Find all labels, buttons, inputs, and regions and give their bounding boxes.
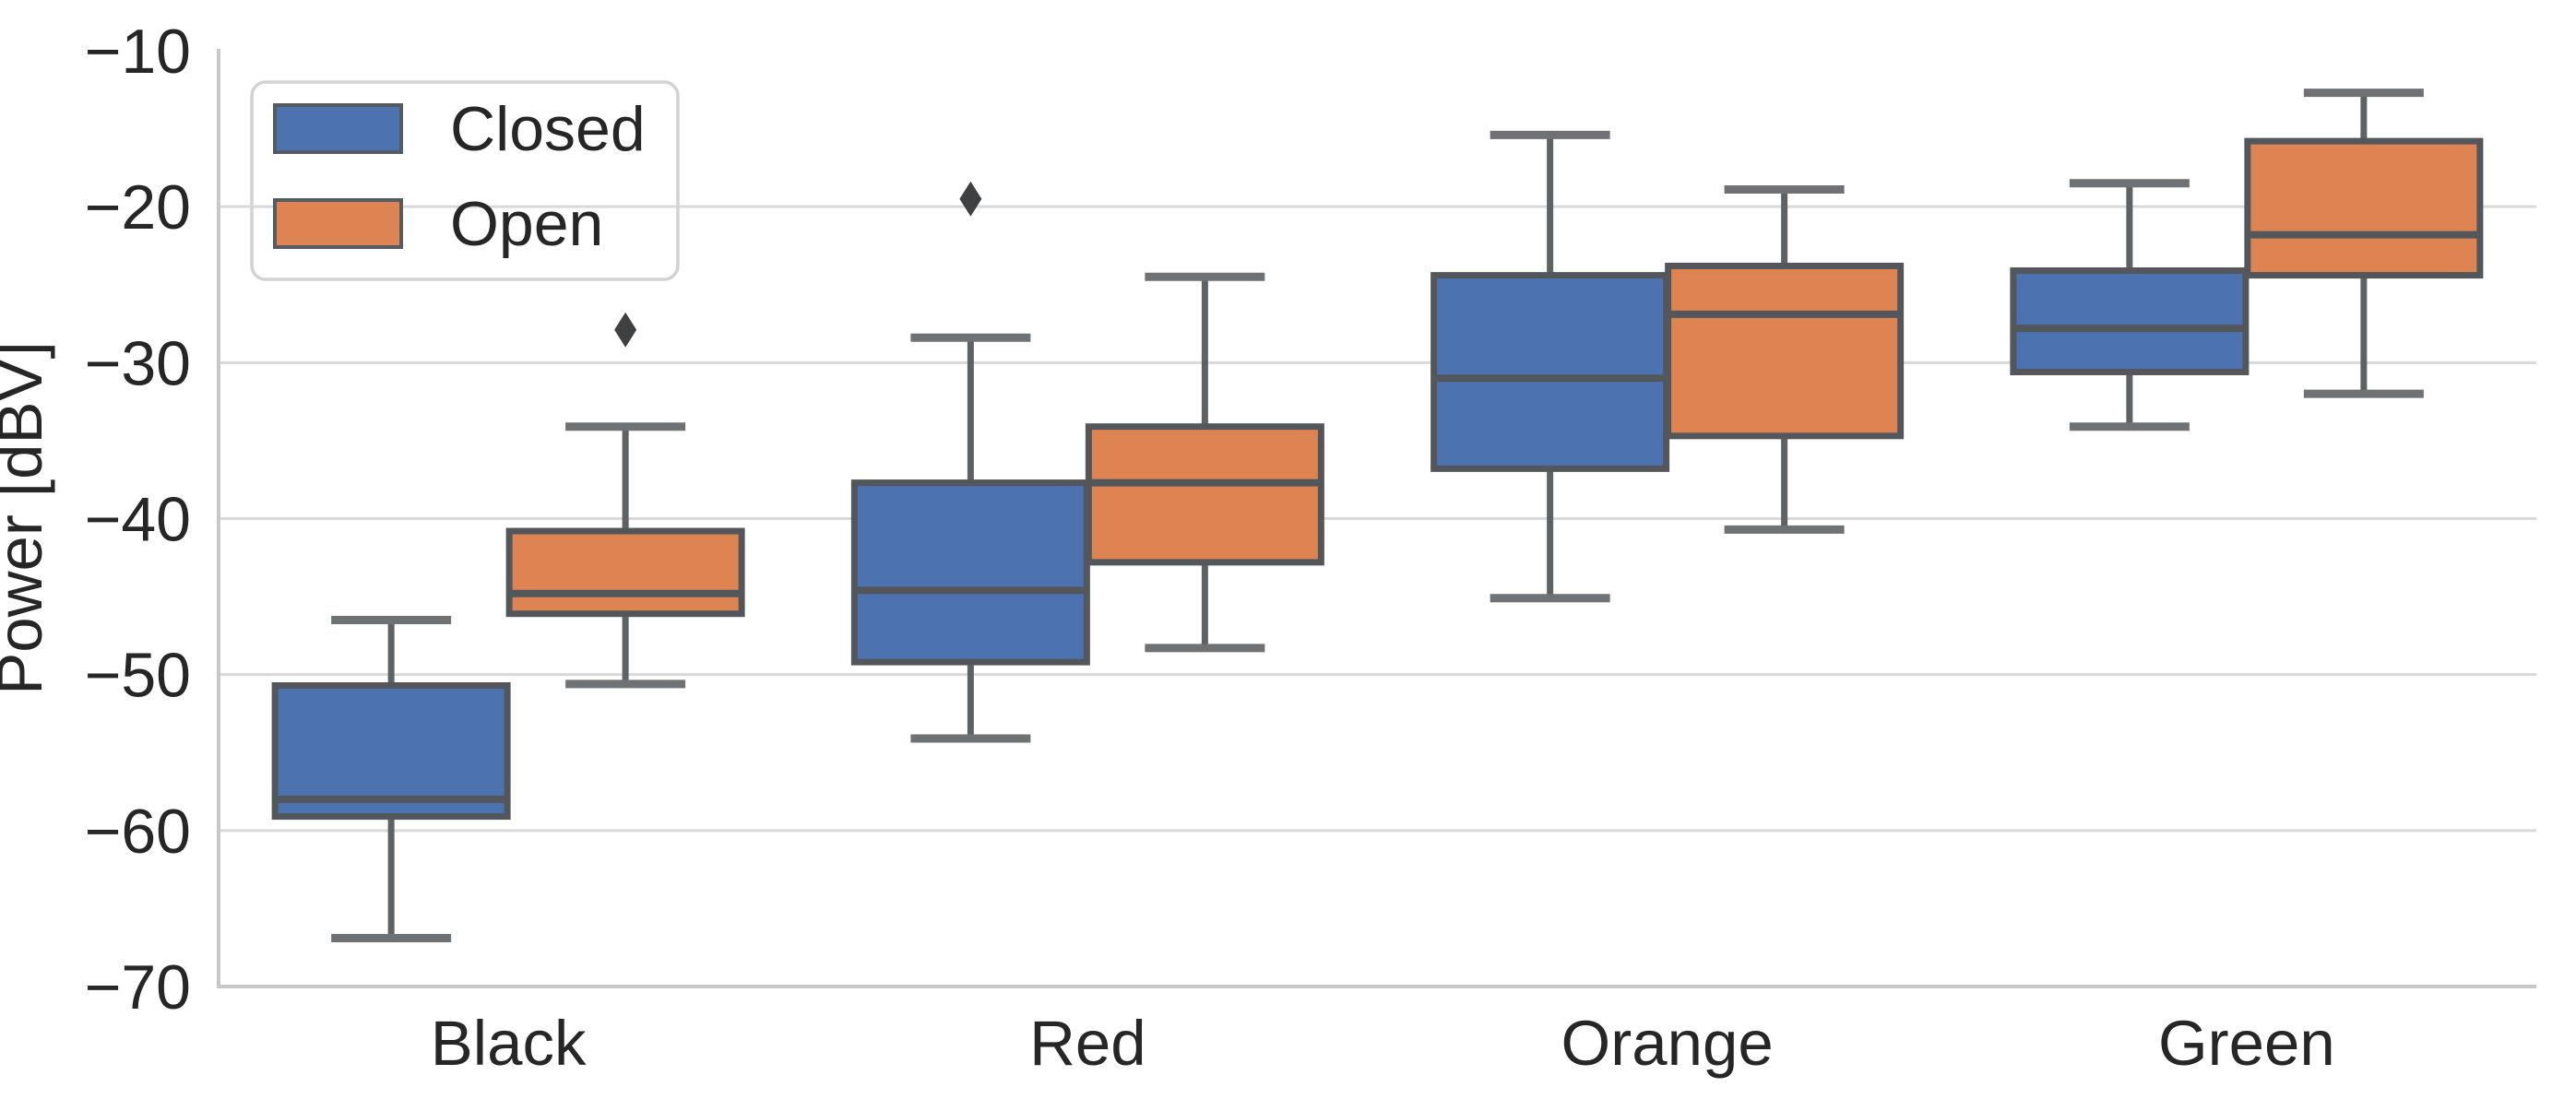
box-marks	[271, 89, 2484, 943]
x-tick-label-black: Black	[431, 1008, 587, 1079]
x-tick-label-green: Green	[2158, 1008, 2335, 1079]
box-closed-green	[2010, 267, 2250, 375]
y-axis-label: Power [dBV]	[0, 341, 55, 695]
legend: Closed Open	[250, 80, 680, 281]
legend-swatch-closed	[273, 103, 403, 154]
y-tick-label: −50	[85, 641, 191, 711]
y-tick-label: −30	[85, 328, 191, 398]
outlier-marker-open-black	[614, 312, 637, 348]
box-open-green	[2244, 137, 2484, 279]
y-tick-labels: −70 −60 −50 −40 −30 −20 −10	[85, 17, 191, 1022]
box-closed-orange	[1430, 272, 1670, 472]
box-open-orange	[1665, 262, 1905, 440]
y-tick-label: −70	[85, 952, 191, 1022]
y-tick-label: −40	[85, 485, 191, 555]
y-tick-label: −20	[85, 172, 191, 242]
box-open-red	[1085, 423, 1324, 566]
box-closed-red	[850, 479, 1090, 666]
box-open-black	[505, 527, 745, 618]
x-tick-labels: Black Red Orange Green	[431, 1008, 2335, 1079]
y-tick-label: −10	[85, 17, 191, 87]
axis-spines	[217, 49, 2536, 988]
y-tick-label: −60	[85, 797, 191, 867]
x-tick-label-orange: Orange	[1561, 1008, 1774, 1079]
x-tick-label-red: Red	[1029, 1008, 1146, 1079]
outlier-marker-closed-red	[959, 181, 982, 217]
legend-swatch-open	[273, 198, 403, 249]
box-closed-black	[271, 682, 511, 821]
legend-label-open: Open	[450, 189, 603, 259]
legend-label-closed: Closed	[450, 94, 646, 164]
legend-frame	[250, 80, 680, 281]
